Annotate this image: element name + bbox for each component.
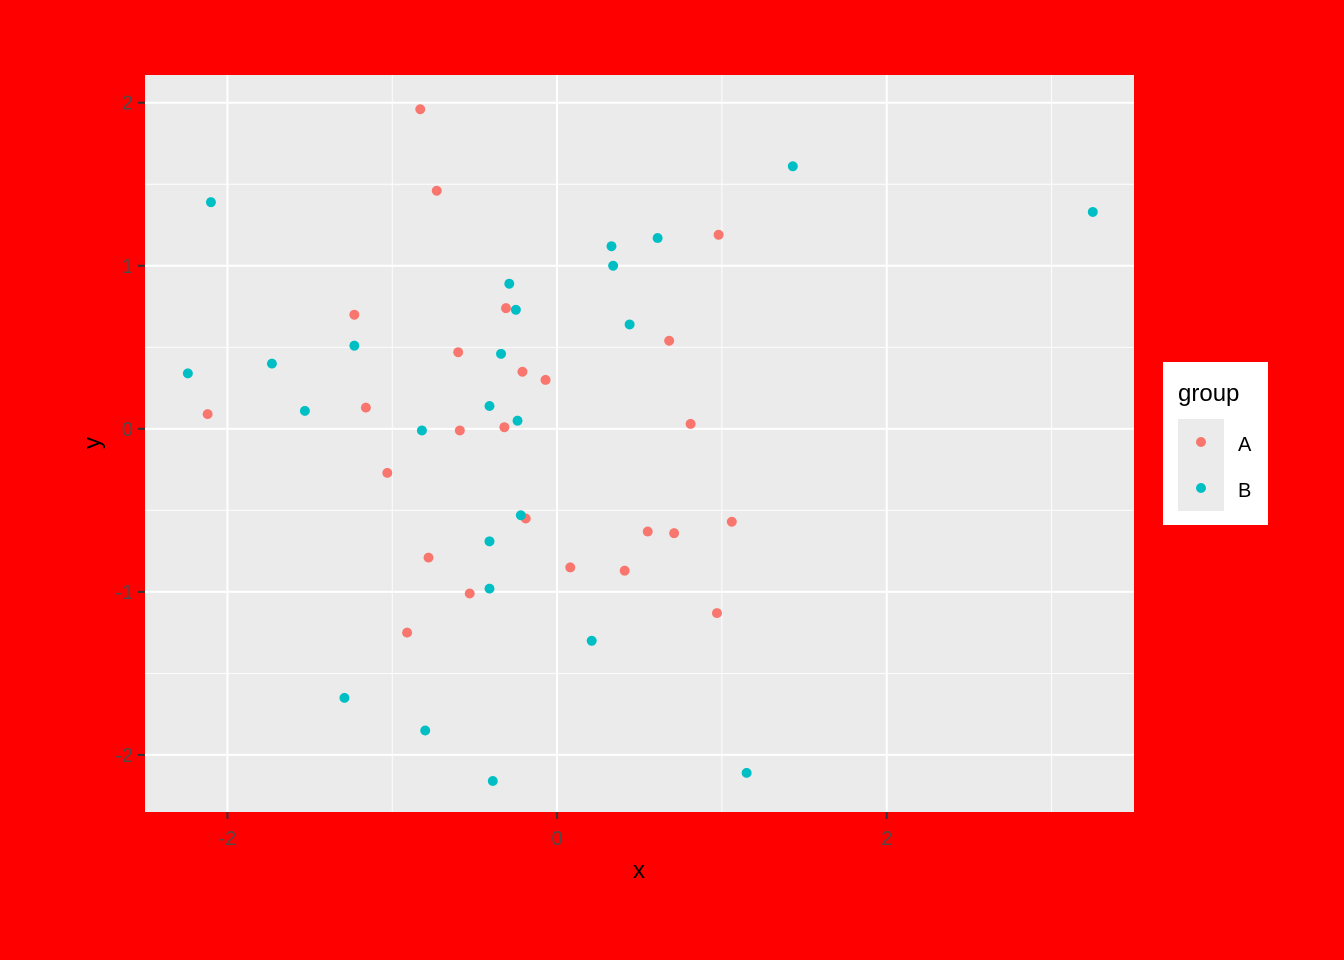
data-point-b <box>652 233 663 244</box>
data-point-b <box>515 510 526 521</box>
data-point-b <box>504 278 515 289</box>
legend-title: group <box>1178 380 1239 407</box>
y-tick-label: 1 <box>122 256 133 278</box>
y-axis-ticks: -2 -1 0 1 2 <box>115 93 145 767</box>
data-point-a <box>464 588 475 599</box>
data-point-b <box>487 776 498 787</box>
data-point-a <box>499 422 510 433</box>
data-point-a <box>726 516 737 527</box>
y-tick-label: 0 <box>122 419 133 441</box>
y-tick-label: -1 <box>115 582 133 604</box>
data-point-a <box>202 409 213 420</box>
x-axis-title: x <box>633 857 645 884</box>
data-points <box>182 104 1098 787</box>
data-point-b <box>787 161 798 172</box>
data-point-a <box>711 608 722 619</box>
data-point-b <box>484 400 495 411</box>
data-point-b <box>299 405 310 416</box>
data-point-a <box>642 526 653 537</box>
data-point-a <box>423 552 434 563</box>
data-point-b <box>420 725 431 736</box>
data-point-b <box>484 536 495 547</box>
data-point-b <box>512 415 523 426</box>
data-point-b <box>349 340 360 351</box>
legend-label-a: A <box>1238 434 1252 456</box>
data-point-b <box>496 348 507 359</box>
data-point-a <box>415 104 426 115</box>
data-point-b <box>606 241 617 252</box>
data-point-b <box>1087 206 1098 217</box>
legend: group A B <box>1163 362 1268 525</box>
data-point-b <box>741 767 752 778</box>
data-point-a <box>619 565 630 576</box>
legend-key-a-marker <box>1196 437 1206 447</box>
x-axis-ticks: -2 0 2 <box>219 812 892 850</box>
data-point-a <box>382 467 393 478</box>
major-gridlines <box>145 75 1134 812</box>
data-point-a <box>360 402 371 413</box>
minor-gridlines <box>145 75 1134 812</box>
data-point-a <box>565 562 576 573</box>
data-point-a <box>500 303 511 314</box>
data-point-b <box>416 425 427 436</box>
data-point-b <box>586 635 597 646</box>
plot-panel <box>145 75 1134 812</box>
x-tick-label: 0 <box>552 828 563 850</box>
data-point-a <box>685 418 696 429</box>
data-point-b <box>266 358 277 369</box>
data-point-a <box>454 425 465 436</box>
x-tick-label: 2 <box>881 828 892 850</box>
x-tick-label: -2 <box>219 828 237 850</box>
data-point-a <box>402 627 413 638</box>
y-tick-label: -2 <box>115 745 133 767</box>
data-point-a <box>453 347 464 358</box>
data-point-a <box>540 374 551 385</box>
data-point-a <box>431 185 442 196</box>
data-point-a <box>517 366 528 377</box>
data-point-a <box>664 335 675 346</box>
data-point-b <box>624 319 635 330</box>
data-point-b <box>182 368 193 379</box>
data-point-b <box>510 304 521 315</box>
data-point-a <box>349 309 360 320</box>
data-point-b <box>608 260 619 271</box>
y-axis-title: y <box>79 437 106 449</box>
data-point-a <box>713 229 724 240</box>
legend-key-b-marker <box>1196 483 1206 493</box>
data-point-b <box>339 692 350 703</box>
y-tick-label: 2 <box>122 93 133 115</box>
legend-label-b: B <box>1238 480 1251 502</box>
data-point-b <box>205 197 216 208</box>
data-point-a <box>669 528 680 539</box>
data-point-b <box>484 583 495 594</box>
